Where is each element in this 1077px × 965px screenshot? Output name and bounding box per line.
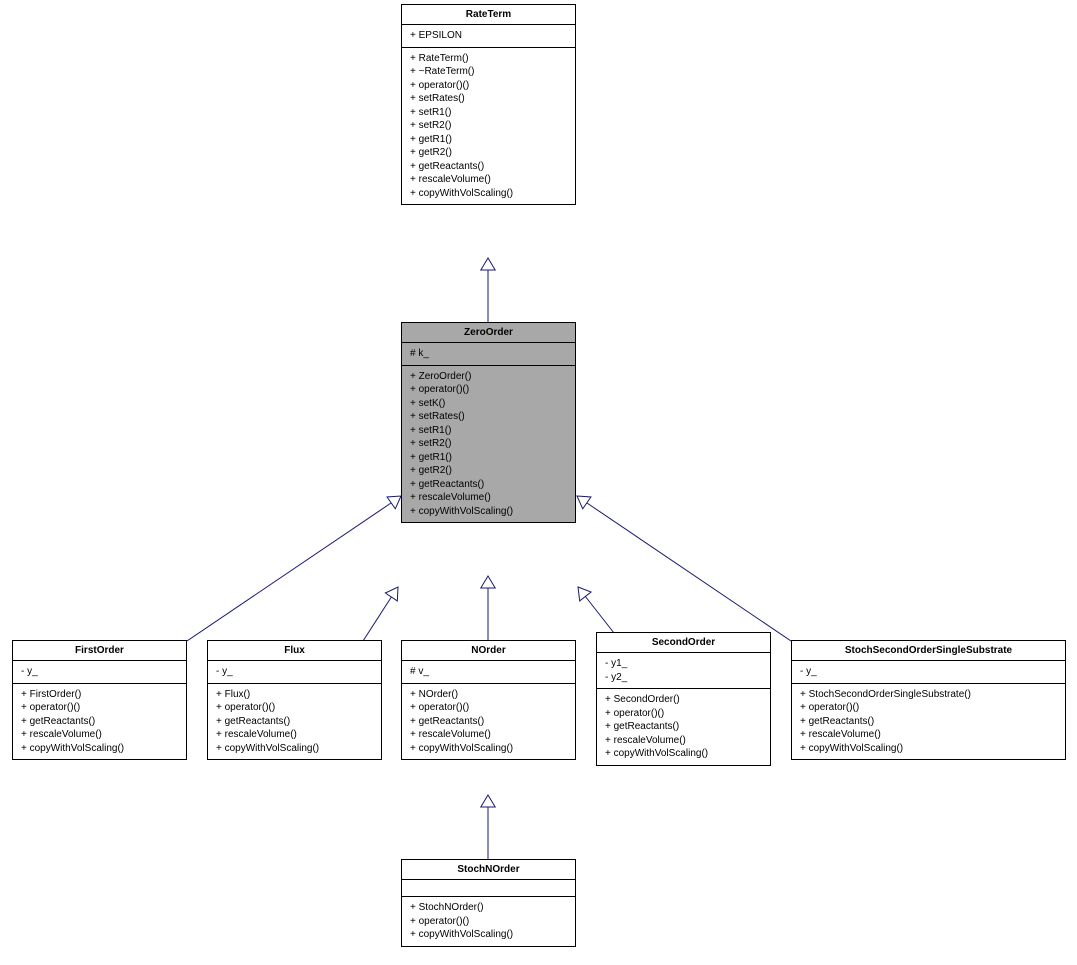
class-method: + setR2() bbox=[410, 119, 567, 133]
class-method: + setR1() bbox=[410, 106, 567, 120]
class-attr: - y_ bbox=[21, 665, 178, 679]
class-methods: + FirstOrder()+ operator()()+ getReactan… bbox=[13, 684, 186, 760]
class-methods: + StochSecondOrderSingleSubstrate()+ ope… bbox=[792, 684, 1065, 760]
class-method: + getReactants() bbox=[410, 715, 567, 729]
class-method: + getReactants() bbox=[21, 715, 178, 729]
class-method: + operator()() bbox=[410, 915, 567, 929]
class-method: + ZeroOrder() bbox=[410, 370, 567, 384]
class-method: + copyWithVolScaling() bbox=[410, 928, 567, 942]
class-method: + operator()() bbox=[21, 701, 178, 715]
class-method: + rescaleVolume() bbox=[605, 734, 762, 748]
class-attr: + EPSILON bbox=[410, 29, 567, 43]
class-attrs: # k_ bbox=[402, 343, 575, 366]
class-method: + copyWithVolScaling() bbox=[800, 742, 1057, 756]
class-box-stochnorder[interactable]: StochNOrder + StochNOrder()+ operator()()… bbox=[401, 859, 576, 947]
class-attr: - y_ bbox=[800, 665, 1057, 679]
class-attrs: # v_ bbox=[402, 661, 575, 684]
class-method: + copyWithVolScaling() bbox=[410, 742, 567, 756]
class-method: + operator()() bbox=[410, 701, 567, 715]
class-method: + FirstOrder() bbox=[21, 688, 178, 702]
class-method: + getReactants() bbox=[800, 715, 1057, 729]
class-title: RateTerm bbox=[402, 5, 575, 25]
class-box-flux[interactable]: Flux - y_ + Flux()+ operator()()+ getReact… bbox=[207, 640, 382, 760]
class-method: + getReactants() bbox=[410, 160, 567, 174]
uml-diagram-canvas: RateTerm + EPSILON + RateTerm()+ ~RateTerm… bbox=[0, 0, 1077, 965]
class-attrs: - y_ bbox=[792, 661, 1065, 684]
class-method: + setRates() bbox=[410, 410, 567, 424]
class-title: StochSecondOrderSingleSubstrate bbox=[792, 641, 1065, 661]
class-attrs: - y_ bbox=[13, 661, 186, 684]
class-title: StochNOrder bbox=[402, 860, 575, 880]
class-box-zeroorder[interactable]: ZeroOrder # k_ + ZeroOrder()+ operator()()… bbox=[401, 322, 576, 523]
class-method: + operator()() bbox=[410, 79, 567, 93]
class-box-norder[interactable]: NOrder # v_ + NOrder()+ operator()()+ getR… bbox=[401, 640, 576, 760]
class-method: + StochNOrder() bbox=[410, 901, 567, 915]
class-method: + rescaleVolume() bbox=[800, 728, 1057, 742]
class-method: + setR2() bbox=[410, 437, 567, 451]
class-method: + setRates() bbox=[410, 92, 567, 106]
class-method: + getR1() bbox=[410, 451, 567, 465]
class-method: + getR2() bbox=[410, 146, 567, 160]
class-method: + getReactants() bbox=[216, 715, 373, 729]
class-attr: # v_ bbox=[410, 665, 567, 679]
class-box-firstorder[interactable]: FirstOrder - y_ + FirstOrder()+ operator()… bbox=[12, 640, 187, 760]
class-method: + SecondOrder() bbox=[605, 693, 762, 707]
class-method: + Flux() bbox=[216, 688, 373, 702]
class-method: + rescaleVolume() bbox=[410, 173, 567, 187]
class-method: + copyWithVolScaling() bbox=[605, 747, 762, 761]
class-method: + copyWithVolScaling() bbox=[410, 187, 567, 201]
class-title: NOrder bbox=[402, 641, 575, 661]
class-method: + operator()() bbox=[605, 707, 762, 721]
class-title: Flux bbox=[208, 641, 381, 661]
class-methods: + RateTerm()+ ~RateTerm()+ operator()()+… bbox=[402, 48, 575, 205]
class-method: + rescaleVolume() bbox=[216, 728, 373, 742]
class-methods: + SecondOrder()+ operator()()+ getReacta… bbox=[597, 689, 770, 765]
class-title: SecondOrder bbox=[597, 633, 770, 653]
class-method: + operator()() bbox=[216, 701, 373, 715]
class-attrs: + EPSILON bbox=[402, 25, 575, 48]
class-attr: # k_ bbox=[410, 347, 567, 361]
class-attr: - y_ bbox=[216, 665, 373, 679]
class-methods: + StochNOrder()+ operator()()+ copyWithV… bbox=[402, 897, 575, 946]
class-method: + getReactants() bbox=[605, 720, 762, 734]
class-method: + copyWithVolScaling() bbox=[410, 505, 567, 519]
class-attrs bbox=[402, 880, 575, 897]
class-method: + rescaleVolume() bbox=[410, 728, 567, 742]
class-title: FirstOrder bbox=[13, 641, 186, 661]
class-method: + operator()() bbox=[800, 701, 1057, 715]
class-box-rateterm[interactable]: RateTerm + EPSILON + RateTerm()+ ~RateTerm… bbox=[401, 4, 576, 205]
class-method: + rescaleVolume() bbox=[410, 491, 567, 505]
class-method: + setR1() bbox=[410, 424, 567, 438]
class-method: + ~RateTerm() bbox=[410, 65, 567, 79]
class-attr: - y1_ bbox=[605, 657, 762, 671]
class-attrs: - y1_- y2_ bbox=[597, 653, 770, 689]
class-method: + rescaleVolume() bbox=[21, 728, 178, 742]
class-method: + StochSecondOrderSingleSubstrate() bbox=[800, 688, 1057, 702]
class-methods: + ZeroOrder()+ operator()()+ setK()+ set… bbox=[402, 366, 575, 523]
class-attr: - y2_ bbox=[605, 671, 762, 685]
class-methods: + Flux()+ operator()()+ getReactants()+ … bbox=[208, 684, 381, 760]
class-attrs: - y_ bbox=[208, 661, 381, 684]
class-method: + getReactants() bbox=[410, 478, 567, 492]
class-method: + copyWithVolScaling() bbox=[21, 742, 178, 756]
class-method: + operator()() bbox=[410, 383, 567, 397]
class-method: + NOrder() bbox=[410, 688, 567, 702]
class-method: + copyWithVolScaling() bbox=[216, 742, 373, 756]
class-title: ZeroOrder bbox=[402, 323, 575, 343]
class-methods: + NOrder()+ operator()()+ getReactants()… bbox=[402, 684, 575, 760]
class-method: + getR2() bbox=[410, 464, 567, 478]
class-method: + setK() bbox=[410, 397, 567, 411]
class-box-secondorder[interactable]: SecondOrder- y1_- y2_+ SecondOrder()+ op… bbox=[596, 632, 771, 766]
class-box-stochsecondordersinglesubstrate[interactable]: StochSecondOrderSingleSubstrate - y_ + Sto… bbox=[791, 640, 1066, 760]
class-method: + getR1() bbox=[410, 133, 567, 147]
class-method: + RateTerm() bbox=[410, 52, 567, 66]
